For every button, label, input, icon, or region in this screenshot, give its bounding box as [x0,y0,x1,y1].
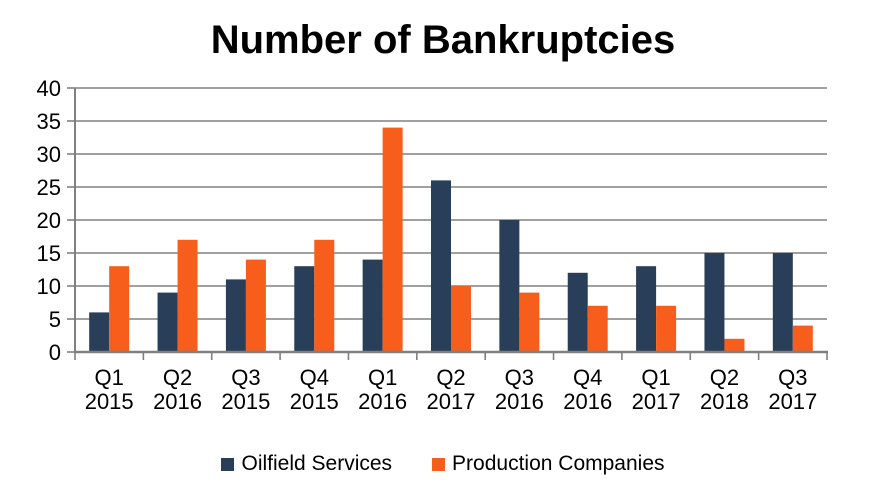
bar-production-companies [451,286,471,352]
bar-production-companies [245,259,266,352]
bar-oilfield-services [567,272,588,352]
y-axis-tick-label: 5 [49,307,61,332]
x-axis-year-label: 2018 [700,389,749,414]
bar-production-companies [724,338,745,352]
bar-oilfield-services [362,259,383,352]
chart-legend: Oilfield Services Production Companies [0,452,886,476]
bar-oilfield-services [294,266,315,352]
bar-chart-canvas: 0510152025303540Q12015Q22016Q32015Q42015… [37,76,828,414]
x-axis-category-label: Q3 [505,365,534,390]
y-axis-tick-label: 20 [37,208,61,233]
bar-oilfield-services [772,253,793,352]
x-axis-year-label: 2017 [427,389,476,414]
legend-label-oilfield-services: Oilfield Services [241,452,393,475]
chart-title: Number of Bankruptcies [210,18,676,62]
x-axis-category-label: Q1 [368,365,397,390]
x-axis-category-label: Q2 [436,365,465,390]
x-axis-year-label: 2016 [495,389,544,414]
x-axis-category-label: Q2 [710,365,739,390]
bar-oilfield-services [157,292,178,352]
x-axis-category-label: Q3 [778,365,807,390]
bar-production-companies [587,305,608,352]
y-axis-tick-label: 25 [37,175,61,200]
bar-production-companies [792,325,813,352]
x-axis-category-label: Q1 [95,365,124,390]
bar-production-companies [382,127,403,352]
y-axis-tick-label: 10 [37,274,61,299]
x-axis-year-label: 2016 [358,389,407,414]
y-axis-tick-label: 15 [37,241,61,266]
bar-production-companies [519,292,540,352]
y-axis-tick-label: 30 [37,142,61,167]
x-axis-category-label: Q2 [163,365,192,390]
x-axis-year-label: 2015 [221,389,270,414]
legend-swatch-production-companies [432,457,446,471]
bar-production-companies [656,305,677,352]
bar-production-companies [177,239,198,352]
x-axis-category-label: Q4 [300,365,329,390]
bar-oilfield-services [225,279,246,352]
x-axis-category-label: Q3 [231,365,260,390]
x-axis-year-label: 2017 [632,389,681,414]
x-axis-category-label: Q4 [573,365,602,390]
bar-production-companies [109,266,130,352]
bar-production-companies [314,239,335,352]
legend-item-production-companies: Production Companies [432,452,665,476]
legend-swatch-oilfield-services [221,457,235,471]
x-axis-year-label: 2015 [85,389,134,414]
bar-oilfield-services [704,253,725,352]
bar-oilfield-services [499,220,520,352]
bar-oilfield-services [89,312,110,352]
x-axis-year-label: 2017 [768,389,817,414]
y-axis-tick-label: 0 [49,340,61,365]
bar-oilfield-services [431,180,451,352]
y-axis-tick-label: 35 [37,109,61,134]
x-axis-category-label: Q1 [641,365,670,390]
x-axis-year-label: 2016 [153,389,202,414]
x-axis-year-label: 2015 [290,389,339,414]
bar-oilfield-services [636,266,657,352]
legend-label-production-companies: Production Companies [452,452,665,475]
x-axis-year-label: 2016 [563,389,612,414]
legend-item-oilfield-services: Oilfield Services [221,452,392,476]
y-axis-tick-label: 40 [37,76,61,101]
